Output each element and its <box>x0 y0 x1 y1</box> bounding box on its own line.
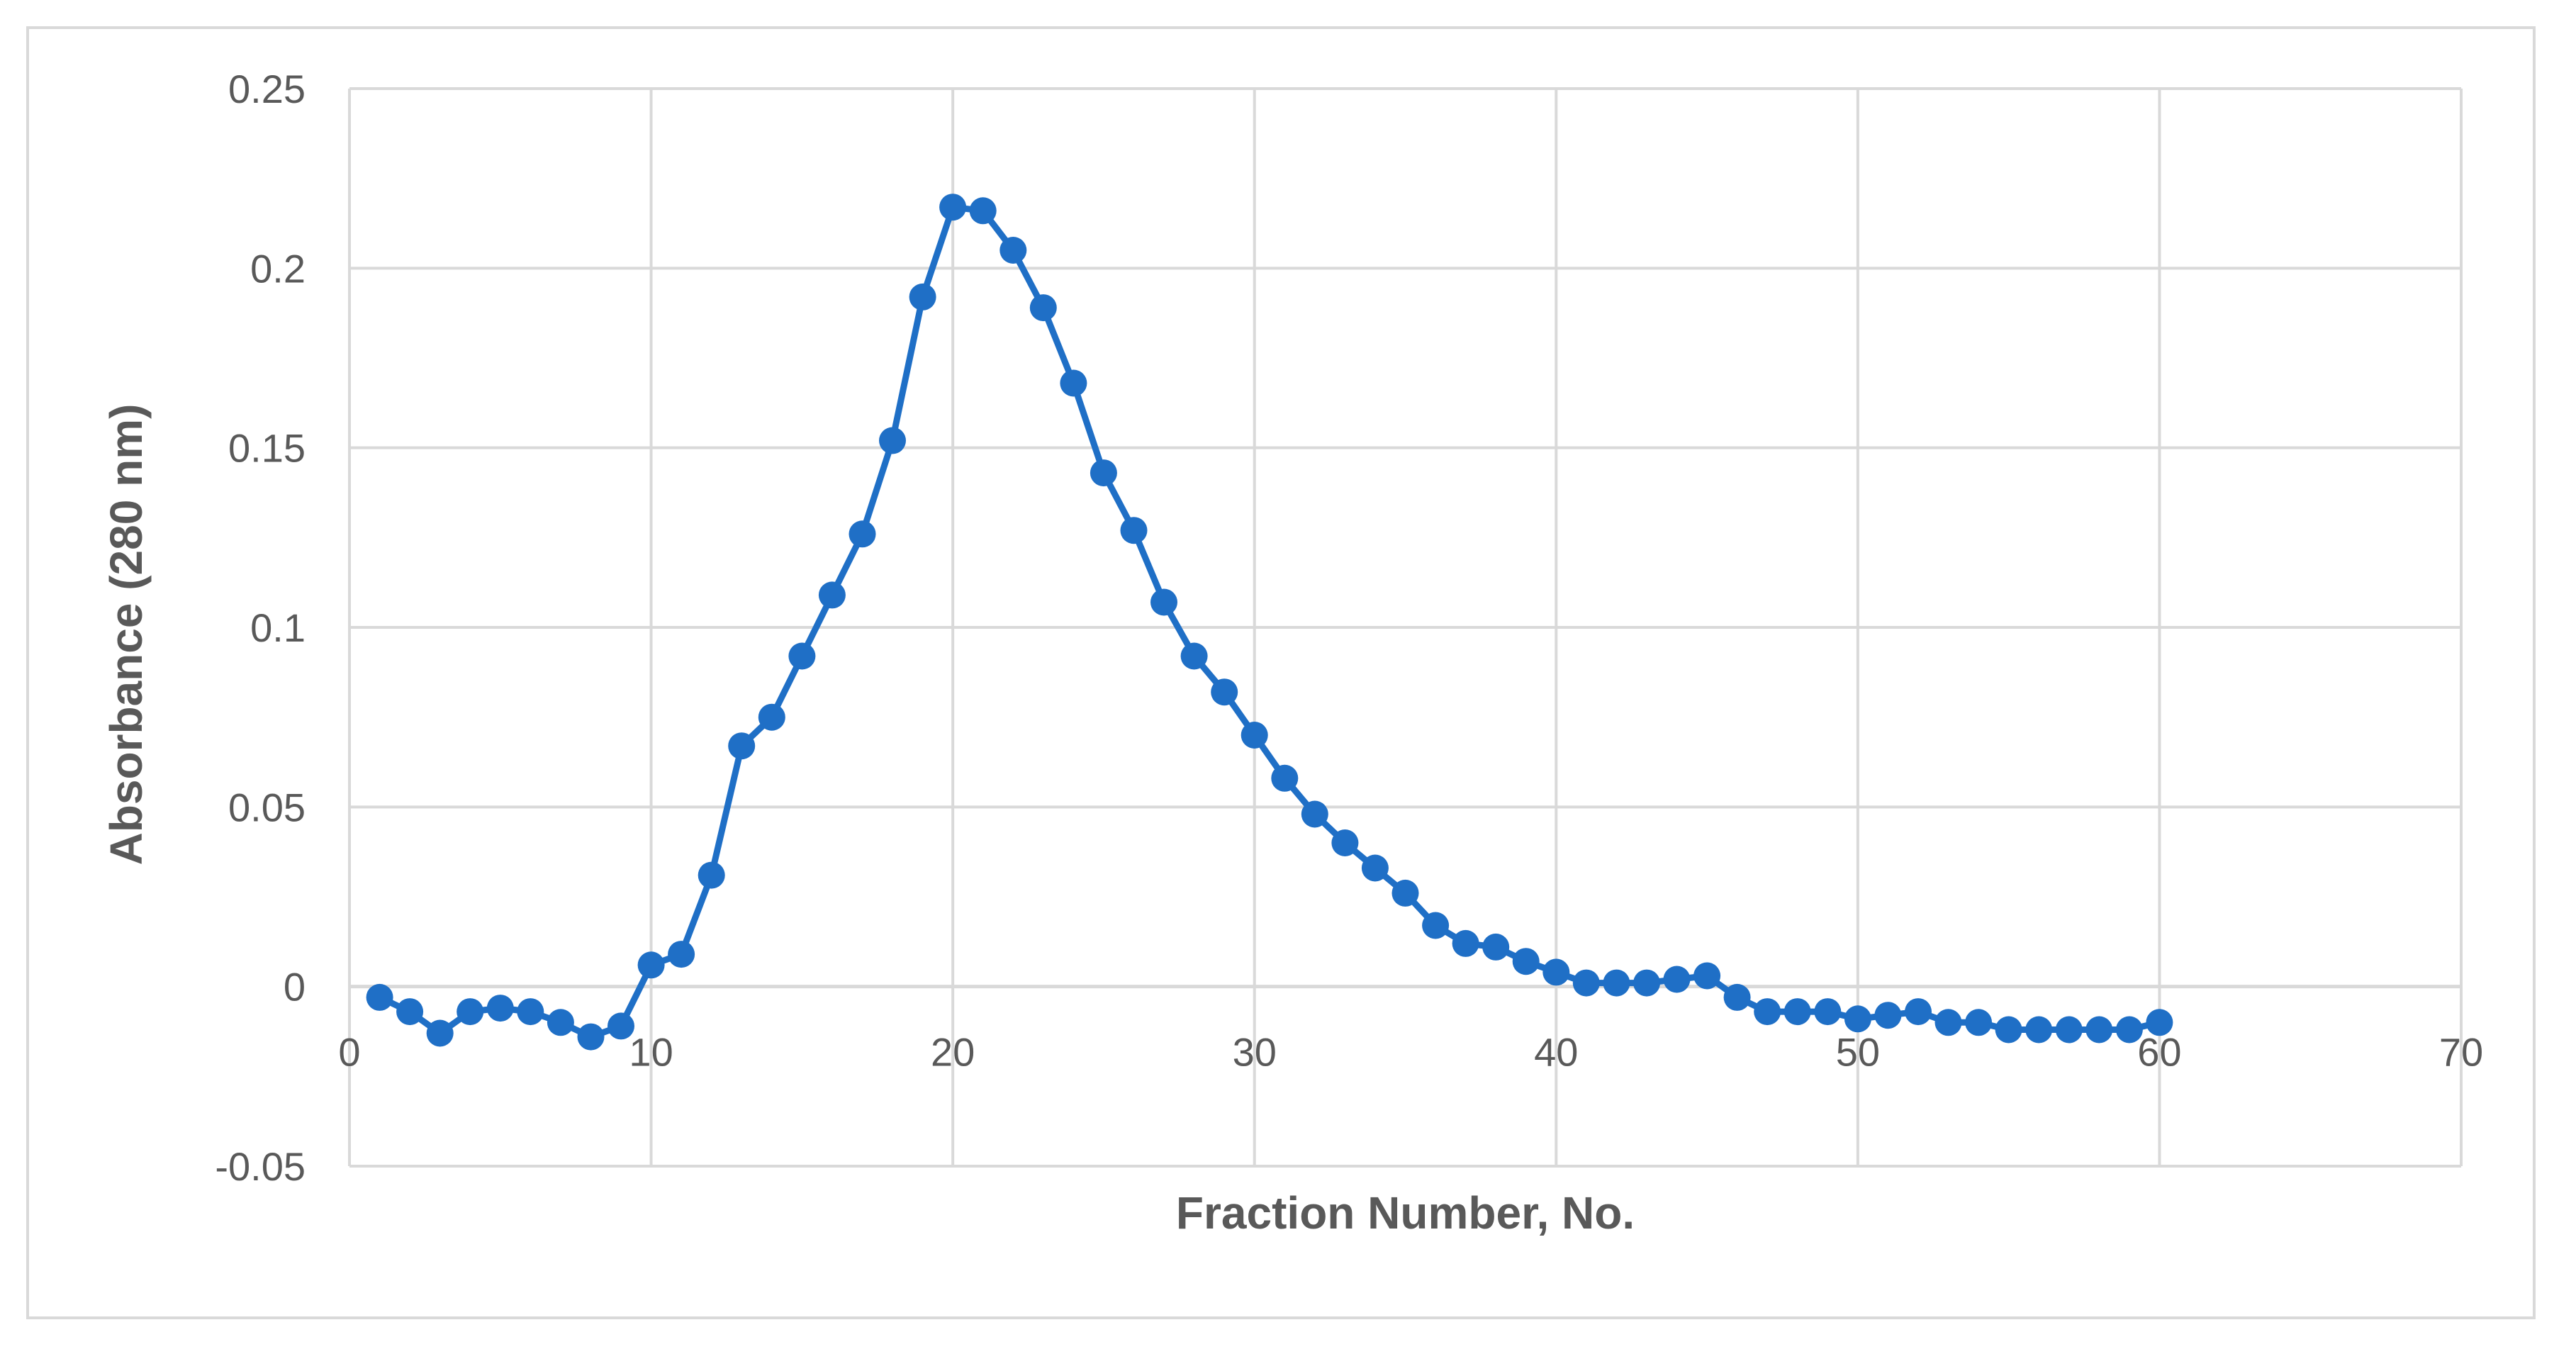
data-point <box>698 861 725 889</box>
data-point <box>2115 1016 2143 1044</box>
y-tick-label: 0.25 <box>228 67 306 111</box>
data-point <box>547 1009 574 1036</box>
y-tick-label: 0 <box>284 965 306 1009</box>
x-tick-label: 40 <box>1534 1030 1578 1075</box>
data-point <box>999 237 1027 264</box>
x-tick-label: 0 <box>338 1030 360 1075</box>
data-point <box>758 703 785 731</box>
y-tick-label: 0.15 <box>228 426 306 471</box>
data-point <box>1391 879 1419 907</box>
data-point <box>1754 998 1781 1026</box>
data-point <box>366 983 393 1011</box>
data-point <box>2085 1016 2113 1044</box>
data-point <box>1723 983 1751 1011</box>
data-point <box>2055 1016 2083 1044</box>
x-axis-title: Fraction Number, No. <box>1176 1187 1635 1238</box>
data-point <box>607 1012 634 1040</box>
data-point <box>1090 459 1117 487</box>
data-point <box>1905 998 1932 1026</box>
tick-labels: 0 10 20 30 40 50 60 70 -0.05 0 0.05 0.1 0.15 0.2 0.25 <box>215 67 2483 1189</box>
x-tick-label: 60 <box>2137 1030 2181 1075</box>
x-tick-label: 50 <box>1836 1030 1880 1075</box>
y-tick-label: 0.2 <box>250 246 306 291</box>
x-tick-label: 30 <box>1233 1030 1277 1075</box>
data-point <box>1452 929 1479 957</box>
data-point <box>426 1019 454 1047</box>
chart-frame <box>26 26 2536 1319</box>
data-point <box>1271 764 1299 792</box>
data-point <box>2146 1009 2173 1036</box>
data-point <box>1814 998 1842 1026</box>
data-point <box>818 581 846 609</box>
data-point <box>1603 969 1630 997</box>
data-point <box>788 642 816 670</box>
data-point <box>2025 1016 2053 1044</box>
data-point <box>879 427 906 454</box>
data-point <box>1331 829 1359 856</box>
data-point <box>939 194 967 221</box>
data-point <box>1211 678 1238 706</box>
data-point <box>1422 912 1450 939</box>
series-line <box>376 203 2163 1041</box>
data-point <box>1663 966 1691 993</box>
data-point <box>969 197 997 225</box>
data-point <box>517 998 544 1026</box>
data-point <box>1693 962 1721 990</box>
data-point <box>1934 1009 1962 1036</box>
data-point <box>1029 294 1057 322</box>
data-point <box>1512 948 1540 975</box>
data-point <box>486 995 514 1022</box>
data-point <box>1874 1002 1902 1029</box>
data-point <box>637 951 665 979</box>
data-point <box>1180 642 1208 670</box>
data-point <box>457 998 484 1026</box>
data-point <box>1995 1016 2022 1044</box>
y-axis-title: Absorbance (280 nm) <box>101 404 152 866</box>
y-tick-label: 0.1 <box>250 605 306 650</box>
data-point <box>728 732 756 760</box>
x-tick-label: 70 <box>2439 1030 2483 1075</box>
data-point <box>1633 969 1660 997</box>
data-point <box>849 520 876 548</box>
data-point <box>396 998 424 1026</box>
data-point <box>1150 588 1177 616</box>
data-point <box>1241 722 1268 749</box>
data-point <box>1542 958 1570 986</box>
data-point <box>909 283 936 310</box>
data-point <box>1844 1005 1871 1033</box>
y-tick-label: -0.05 <box>215 1144 306 1189</box>
data-point <box>668 941 695 968</box>
data-point <box>1783 998 1811 1026</box>
data-point <box>1361 854 1389 882</box>
data-point <box>1060 369 1087 397</box>
data-point <box>1301 800 1328 828</box>
data-point <box>1572 969 1600 997</box>
gridlines <box>348 87 2463 1168</box>
data-point <box>577 1023 605 1051</box>
data-point <box>1120 517 1148 544</box>
data-point <box>1482 933 1510 961</box>
data-point <box>1965 1009 1993 1036</box>
y-tick-label: 0.05 <box>228 785 306 829</box>
x-tick-label: 10 <box>629 1030 673 1075</box>
x-tick-label: 20 <box>931 1030 975 1075</box>
series-1 <box>366 194 2173 1051</box>
